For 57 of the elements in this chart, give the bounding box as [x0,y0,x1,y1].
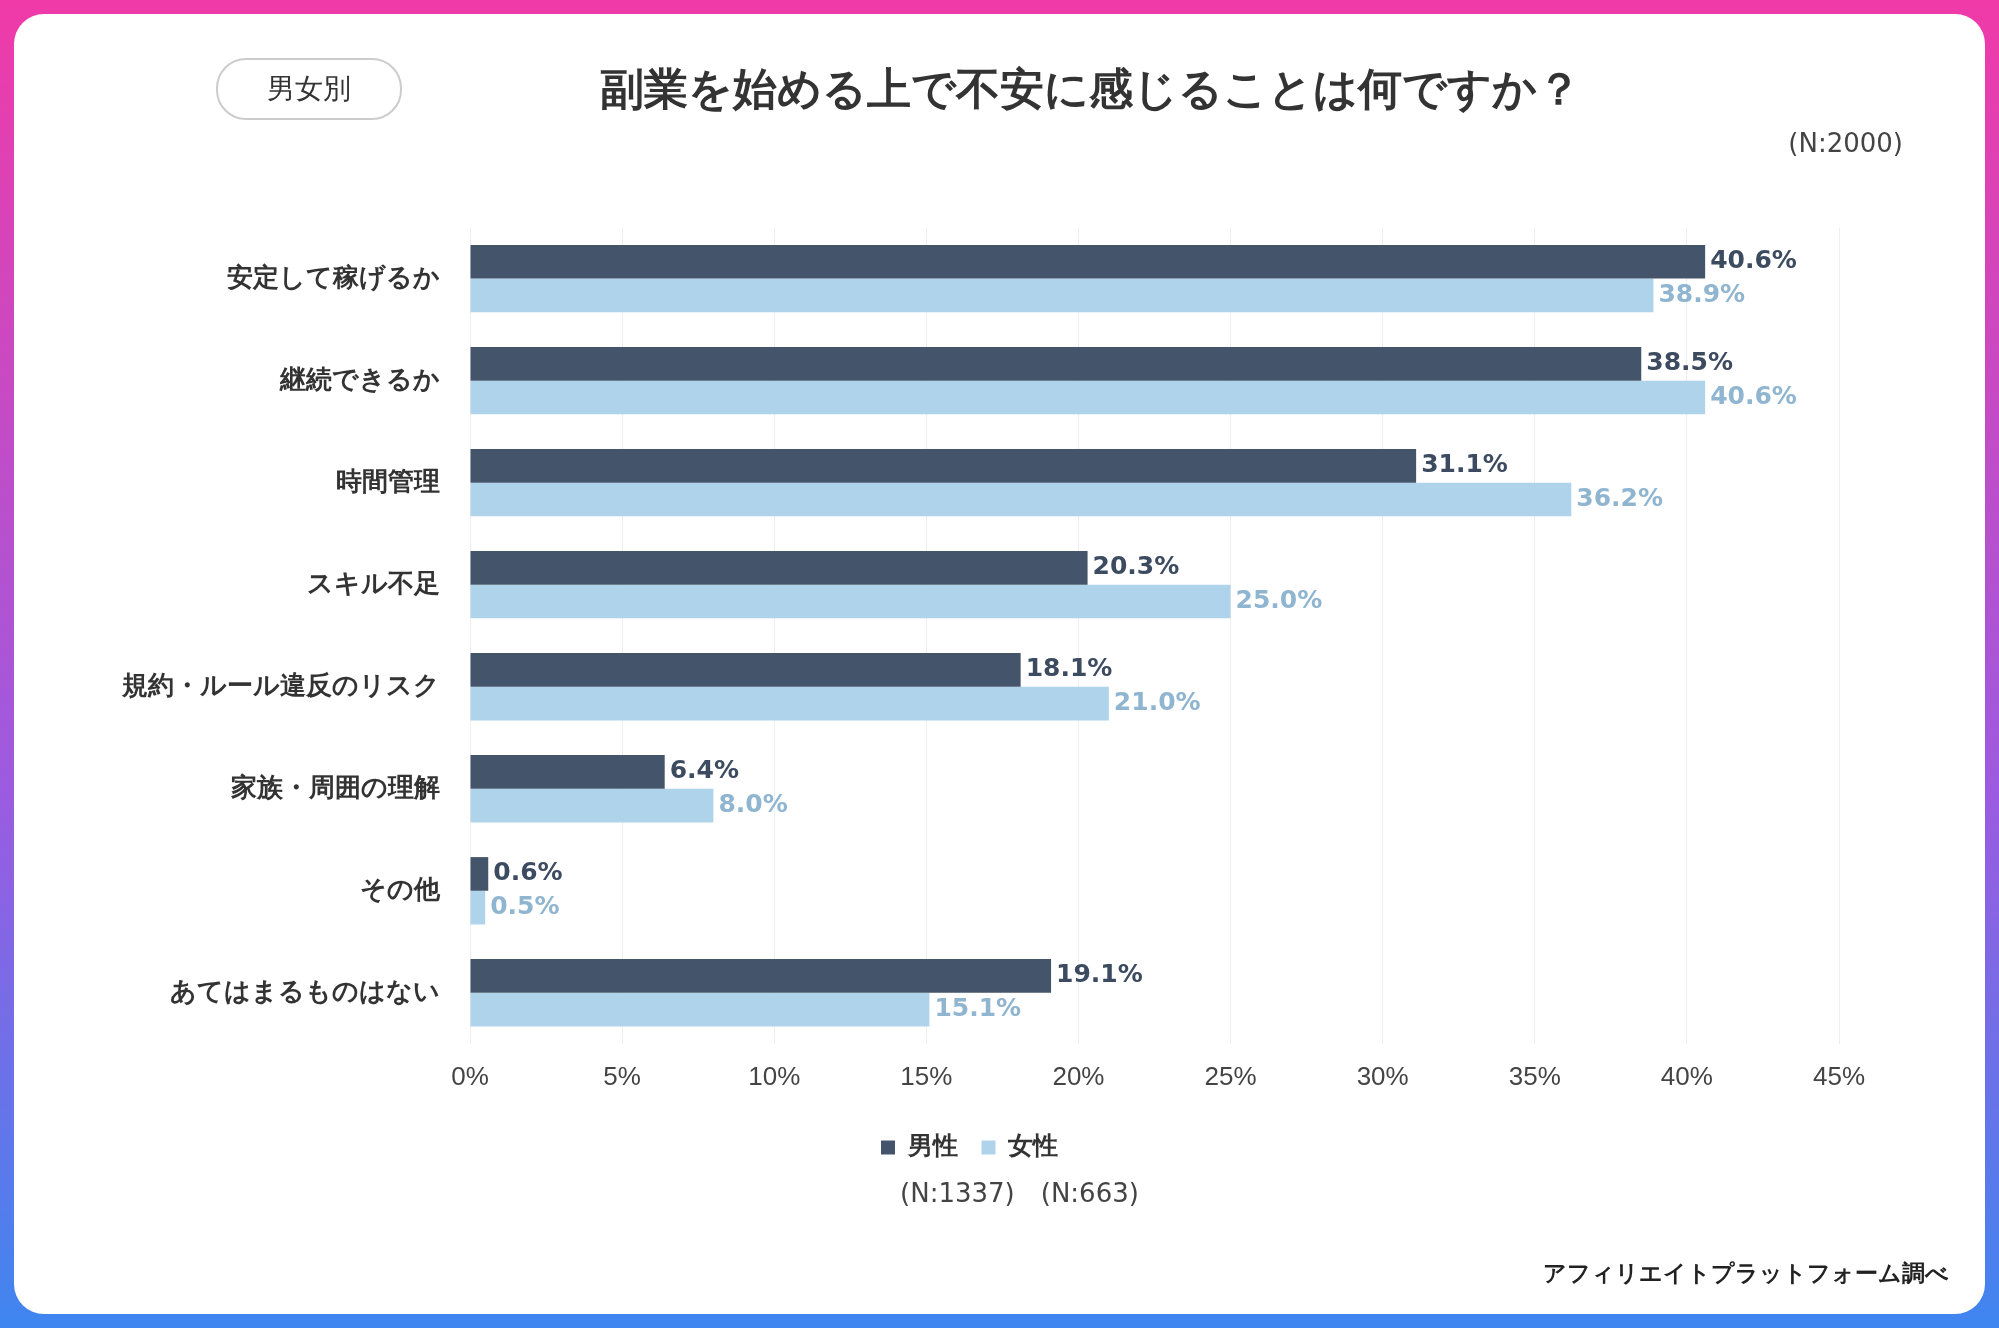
bar [470,380,1706,415]
y-tick-label: 規約・ルール違反のリスク [121,669,440,700]
bar [470,755,665,789]
y-tick-label: スキル不足 [307,567,440,598]
bar [470,788,714,823]
bar [470,448,1417,483]
y-tick-label: 安定して稼げるか [227,261,440,292]
data-label: 38.9% [1658,278,1746,308]
data-label: 18.1% [1025,653,1113,683]
y-tick-label: 時間管理 [336,465,440,496]
bar [470,482,1572,517]
x-tick-label: 35% [1508,1060,1561,1091]
data-label: 40.6% [1710,380,1797,410]
data-label: 6.4% [669,755,740,785]
text: (N:2000) [1788,128,1903,158]
data-label: 8.0% [718,789,788,819]
x-tick-label: 25% [1204,1060,1257,1091]
text: 男女別 [216,58,402,120]
x-tick-label: 40% [1660,1060,1713,1091]
data-label: 38.5% [1646,347,1733,377]
y-tick-label: あてはまるものはない [170,975,440,1006]
bar [470,551,1088,585]
bar [470,992,930,1027]
bar [470,584,1231,619]
bar [470,346,1642,381]
bar [470,857,489,891]
legend-label: 男性 [906,1131,958,1160]
data-label: 15.1% [934,993,1022,1023]
y-tick-label: 継続できるか [279,363,440,394]
y-tick-label: 家族・周囲の理解 [230,771,440,802]
legend-label: 女性 [1007,1131,1058,1160]
data-label: 19.1% [1056,959,1143,989]
data-label: 36.2% [1576,483,1664,512]
data-label: 20.3% [1092,551,1180,581]
x-tick-label: 15% [900,1060,953,1091]
text: (N:1337) (N:663) [899,1177,1140,1210]
bar [470,244,1706,279]
bar [470,890,486,925]
chart-title: 副業を始める上で不安に感じることは何ですか？ [598,62,1582,116]
data-label: 21.0% [1113,687,1201,717]
x-tick-label: 30% [1356,1060,1409,1091]
x-tick-label: 10% [748,1060,801,1091]
data-label: 0.6% [493,857,563,887]
y-tick-label: その他 [360,873,441,904]
data-label: 31.1% [1421,449,1508,479]
x-tick-label: 45% [1812,1060,1866,1091]
bar [470,686,1109,721]
x-tick-label: 5% [603,1060,641,1091]
bar [470,653,1021,687]
bar [470,278,1654,313]
data-label: 25.0% [1235,585,1323,615]
x-tick-label: 20% [1052,1060,1105,1091]
data-label: 0.5% [490,891,560,921]
bar [470,959,1052,993]
x-tick-label: 0% [451,1060,489,1091]
text: アフィリエイトプラットフォーム調べ [1543,1259,1949,1288]
data-label: 40.6% [1710,245,1797,275]
